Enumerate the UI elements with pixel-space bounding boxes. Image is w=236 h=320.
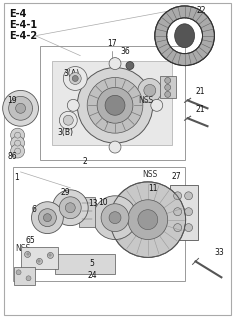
Circle shape xyxy=(32,202,63,234)
Circle shape xyxy=(185,208,193,216)
Text: 1: 1 xyxy=(15,173,19,182)
Text: 10: 10 xyxy=(98,198,108,207)
Circle shape xyxy=(11,136,25,150)
Text: 19: 19 xyxy=(8,96,17,105)
Circle shape xyxy=(59,111,77,129)
Circle shape xyxy=(174,192,182,200)
Circle shape xyxy=(15,132,21,138)
Circle shape xyxy=(110,182,185,257)
Circle shape xyxy=(67,99,79,111)
Circle shape xyxy=(105,95,125,115)
Text: E-4: E-4 xyxy=(9,9,26,19)
Text: 17: 17 xyxy=(107,39,117,48)
Text: 86: 86 xyxy=(8,152,17,161)
Bar xyxy=(55,254,115,274)
Circle shape xyxy=(65,203,75,213)
Circle shape xyxy=(37,259,42,264)
Text: 5: 5 xyxy=(90,260,95,268)
Circle shape xyxy=(165,84,171,91)
Circle shape xyxy=(15,148,21,154)
Circle shape xyxy=(128,200,168,240)
Circle shape xyxy=(109,141,121,153)
Text: 6: 6 xyxy=(32,205,37,214)
Bar xyxy=(40,46,185,160)
Ellipse shape xyxy=(175,24,194,48)
Text: 33: 33 xyxy=(215,248,224,257)
Text: 13: 13 xyxy=(88,199,98,208)
Text: NSS: NSS xyxy=(142,170,157,179)
Circle shape xyxy=(63,67,87,91)
Circle shape xyxy=(43,214,51,222)
Circle shape xyxy=(3,91,38,126)
Circle shape xyxy=(109,58,121,69)
Text: 27: 27 xyxy=(172,172,181,181)
Circle shape xyxy=(77,68,153,143)
Circle shape xyxy=(138,210,158,229)
Text: 3(A): 3(A) xyxy=(63,68,80,77)
Circle shape xyxy=(9,96,33,120)
Bar xyxy=(160,76,176,98)
Bar xyxy=(13,167,185,281)
Circle shape xyxy=(93,196,137,240)
Circle shape xyxy=(174,224,182,232)
Circle shape xyxy=(25,252,30,257)
Text: 22: 22 xyxy=(197,6,206,15)
Bar xyxy=(14,268,35,285)
Text: E-4-2: E-4-2 xyxy=(9,31,37,41)
Circle shape xyxy=(15,140,21,146)
Text: 24: 24 xyxy=(87,271,97,280)
Bar xyxy=(79,197,95,227)
Circle shape xyxy=(16,270,21,275)
Circle shape xyxy=(52,190,88,226)
Circle shape xyxy=(174,208,182,216)
Circle shape xyxy=(101,204,129,232)
Text: E-4-1: E-4-1 xyxy=(9,20,37,30)
Circle shape xyxy=(63,115,73,125)
Text: 3(B): 3(B) xyxy=(57,128,73,137)
Circle shape xyxy=(126,61,134,69)
Circle shape xyxy=(165,77,171,84)
Circle shape xyxy=(97,87,133,123)
Text: 21: 21 xyxy=(196,105,205,114)
Circle shape xyxy=(151,99,163,111)
Bar xyxy=(21,247,58,269)
Circle shape xyxy=(26,276,31,281)
Circle shape xyxy=(11,144,25,158)
Circle shape xyxy=(38,209,56,227)
Text: NSS: NSS xyxy=(118,205,133,214)
Circle shape xyxy=(138,78,162,102)
Circle shape xyxy=(165,92,171,97)
Circle shape xyxy=(16,103,25,113)
Text: NSS: NSS xyxy=(138,96,153,105)
Circle shape xyxy=(69,73,81,84)
Circle shape xyxy=(72,76,78,82)
Circle shape xyxy=(11,128,25,142)
Text: 21: 21 xyxy=(196,87,205,96)
Text: 2: 2 xyxy=(83,157,88,166)
Text: NSS: NSS xyxy=(16,244,31,253)
Circle shape xyxy=(144,84,156,96)
Circle shape xyxy=(87,77,143,133)
Bar xyxy=(170,185,198,240)
Circle shape xyxy=(185,224,193,232)
Text: 29: 29 xyxy=(60,188,70,197)
Bar xyxy=(52,60,172,145)
Circle shape xyxy=(47,252,53,259)
Text: 36: 36 xyxy=(120,47,130,56)
Text: 65: 65 xyxy=(26,236,35,245)
Text: NSS: NSS xyxy=(105,116,120,125)
Circle shape xyxy=(109,212,121,224)
Circle shape xyxy=(185,192,193,200)
Circle shape xyxy=(59,197,81,219)
Text: 11: 11 xyxy=(148,184,157,193)
